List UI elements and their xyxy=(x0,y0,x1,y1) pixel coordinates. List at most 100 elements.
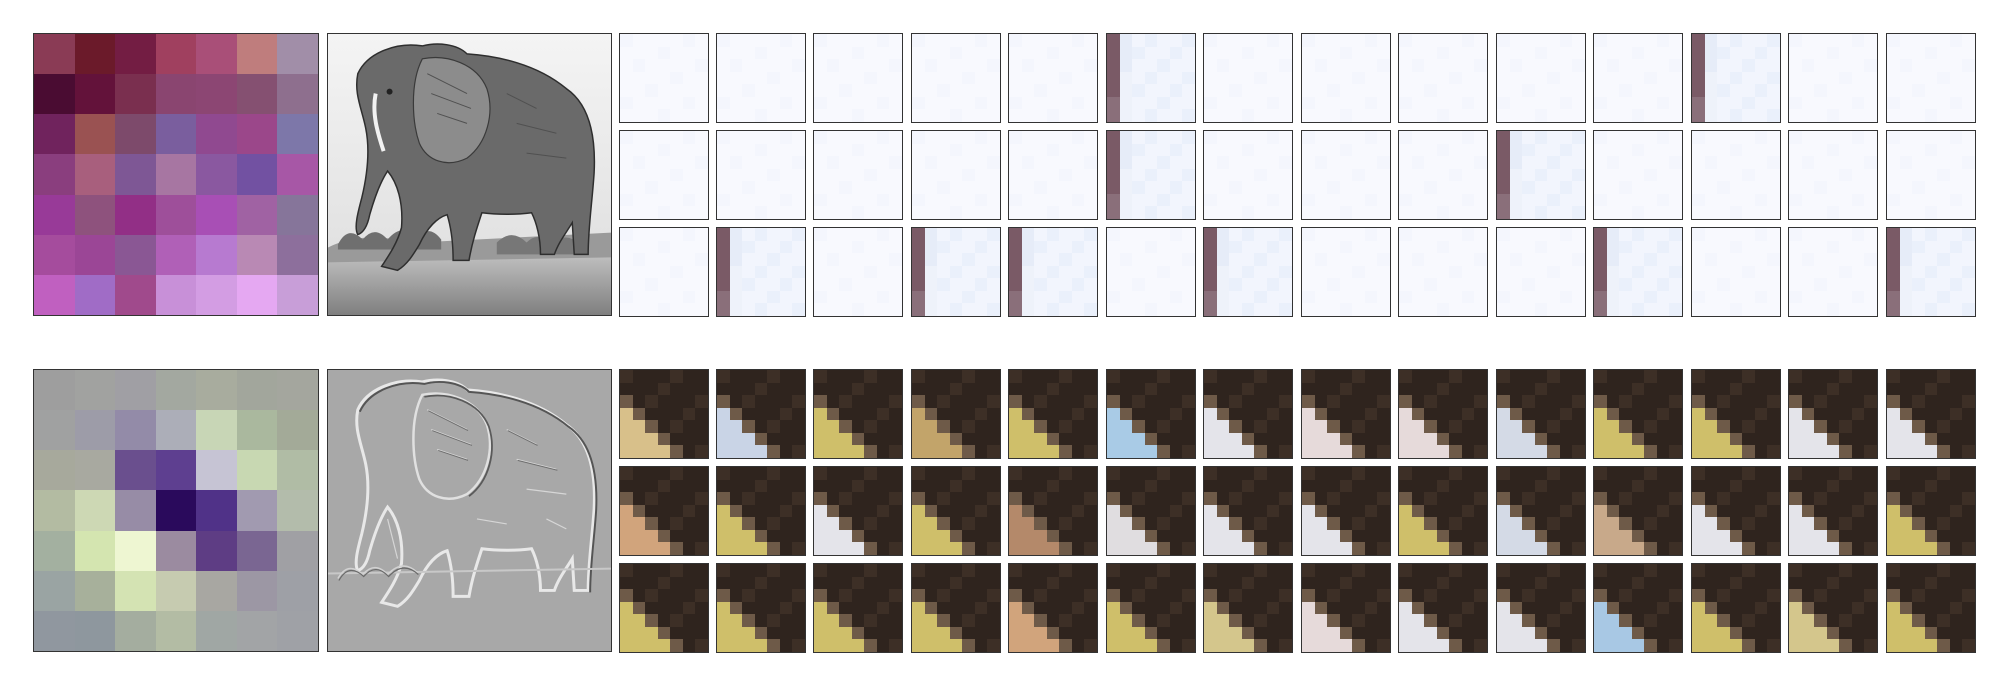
patch-pixel xyxy=(826,206,840,219)
patch-pixel xyxy=(1937,420,1950,433)
patch-pixel xyxy=(1534,265,1548,279)
patch-pixel xyxy=(864,143,877,157)
patch-pixel xyxy=(1327,370,1340,383)
patch-pixel xyxy=(1704,529,1718,543)
patch-pixel xyxy=(1266,382,1280,396)
patch-pixel xyxy=(1339,467,1353,480)
patch-pixel xyxy=(937,626,950,640)
patch-pixel xyxy=(1009,542,1022,555)
patch-pixel xyxy=(1801,109,1815,122)
patch-pixel xyxy=(1572,109,1585,122)
patch-tan-mid xyxy=(1593,466,1683,556)
patch-pixel xyxy=(1729,614,1743,627)
patch-pixel xyxy=(1839,529,1852,543)
patch-pixel xyxy=(620,168,633,182)
patch-pixel xyxy=(1266,407,1280,421)
patch-pixel xyxy=(1424,504,1437,518)
patch-pixel xyxy=(695,504,708,518)
patch-pixel xyxy=(1509,34,1523,47)
patch-pixel xyxy=(1497,193,1510,207)
patch-pixel xyxy=(1826,59,1840,72)
patch-pixel xyxy=(670,156,683,169)
patch-pixel xyxy=(1801,576,1815,590)
patch-pixel xyxy=(839,206,852,219)
patch-pixel xyxy=(1644,467,1657,480)
patch-pixel xyxy=(767,131,780,144)
patch-pixel xyxy=(1559,228,1573,241)
patch-pixel xyxy=(1547,290,1560,304)
patch-edge-response xyxy=(1106,130,1196,220)
patch-pixel xyxy=(1801,168,1815,182)
patch-pixel xyxy=(1119,614,1133,627)
patch-pixel xyxy=(1887,639,1900,652)
patch-pixel xyxy=(1937,265,1950,279)
patch-pixel xyxy=(1204,445,1217,458)
kernel-cell xyxy=(277,450,318,491)
patch-pixel xyxy=(779,59,793,72)
patch-pixel xyxy=(826,303,840,316)
patch-pixel xyxy=(1669,370,1682,383)
patch-pixel xyxy=(974,529,988,543)
patch-pixel xyxy=(1144,382,1158,396)
patch-pixel xyxy=(1377,206,1390,219)
patch-pixel xyxy=(924,193,938,207)
patch-pixel xyxy=(742,626,755,640)
patch-pixel xyxy=(1169,420,1183,433)
patch-pixel xyxy=(1729,576,1743,590)
patch-pixel xyxy=(1144,479,1158,493)
patch-pixel xyxy=(1254,71,1267,85)
patch-pixel xyxy=(1962,59,1975,72)
patch-pixel xyxy=(962,253,975,266)
patch-pixel xyxy=(792,601,805,615)
patch-pixel xyxy=(1157,34,1170,47)
patch-pixel xyxy=(1826,131,1840,144)
patch-pixel xyxy=(1352,639,1365,652)
patch-pixel xyxy=(1839,517,1852,530)
patch-pixel xyxy=(632,109,646,122)
patch-pixel xyxy=(1789,517,1802,530)
patch-pixel xyxy=(974,253,988,266)
patch-pixel xyxy=(1839,109,1852,122)
patch-pixel xyxy=(1767,589,1780,602)
patch-pixel xyxy=(1254,492,1267,505)
patch-pixel xyxy=(779,96,793,110)
patch-pixel xyxy=(1144,34,1158,47)
patch-pixel xyxy=(876,84,890,97)
patch-pixel xyxy=(682,193,696,207)
patch-pixel xyxy=(924,420,938,433)
patch-pixel xyxy=(1119,542,1133,555)
patch-pixel xyxy=(1339,265,1353,279)
patch-pixel xyxy=(1461,303,1475,316)
patch-pixel xyxy=(1229,131,1242,144)
patch-pixel xyxy=(1497,96,1510,110)
patch-pixel xyxy=(1644,84,1657,97)
patch-pixel xyxy=(1182,529,1195,543)
patch-pixel xyxy=(670,253,683,266)
patch-pixel xyxy=(924,253,938,266)
kernel-cell xyxy=(277,154,318,195)
patch-pixel xyxy=(1266,639,1280,652)
patch-pixel xyxy=(1656,542,1670,555)
patch-pixel xyxy=(1839,253,1852,266)
patch-pixel xyxy=(1461,432,1475,446)
patch-pixel xyxy=(620,492,633,505)
patch-pixel xyxy=(1851,96,1865,110)
patch-pixel xyxy=(1424,265,1437,279)
patch-pixel xyxy=(1229,71,1242,85)
patch-pixel xyxy=(949,601,963,615)
patch-pixel xyxy=(1084,206,1097,219)
patch-pixel xyxy=(1204,240,1217,254)
patch-pixel xyxy=(1669,601,1682,615)
patch-pixel xyxy=(1619,46,1632,60)
patch-pixel xyxy=(1559,181,1573,194)
patch-pixel xyxy=(924,96,938,110)
patch-pixel xyxy=(1461,228,1475,241)
patch-yellow xyxy=(1886,466,1976,556)
patch-pixel xyxy=(1887,382,1900,396)
patch-pixel xyxy=(1814,71,1827,85)
patch-blank xyxy=(1788,33,1878,123)
patch-pixel xyxy=(1424,589,1437,602)
patch-pixel xyxy=(987,445,1000,458)
patch-pixel xyxy=(1742,395,1755,408)
patch-pixel xyxy=(1949,382,1963,396)
